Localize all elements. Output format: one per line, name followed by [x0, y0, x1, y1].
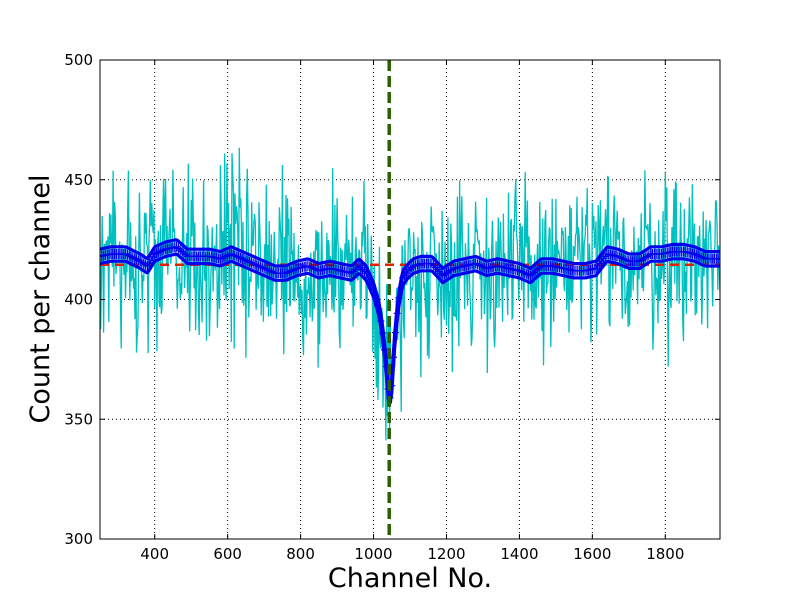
raw-counts-line: [100, 147, 720, 441]
x-tick-labels: 400 600 800 1000 1200 1400 1600 1800: [140, 545, 684, 563]
x-tick-label: 600: [213, 545, 242, 563]
y-tick-label: 350: [64, 410, 93, 428]
x-tick-label: 1800: [646, 545, 684, 563]
y-axis-title: Count per channel: [25, 174, 56, 423]
x-tick-label: 1600: [573, 545, 611, 563]
fit-band-line: [100, 252, 720, 407]
ticks: [100, 59, 720, 540]
grid: [100, 60, 720, 539]
y-tick-labels: 300 350 400 450 500: [64, 51, 93, 548]
x-tick-label: 400: [140, 545, 169, 563]
x-axis-title: Channel No.: [328, 563, 492, 594]
fit-band-line: [100, 238, 720, 393]
x-tick-label: 800: [286, 545, 315, 563]
y-tick-label: 450: [64, 171, 93, 189]
fit-markers: [100, 241, 720, 403]
y-tick-label: 500: [64, 51, 93, 69]
y-tick-label: 400: [64, 291, 93, 309]
x-tick-label: 1200: [427, 545, 465, 563]
plot-area: [100, 60, 720, 539]
x-tick-label: 1400: [500, 545, 538, 563]
x-tick-label: 1000: [354, 545, 392, 563]
y-tick-label: 300: [64, 530, 93, 548]
